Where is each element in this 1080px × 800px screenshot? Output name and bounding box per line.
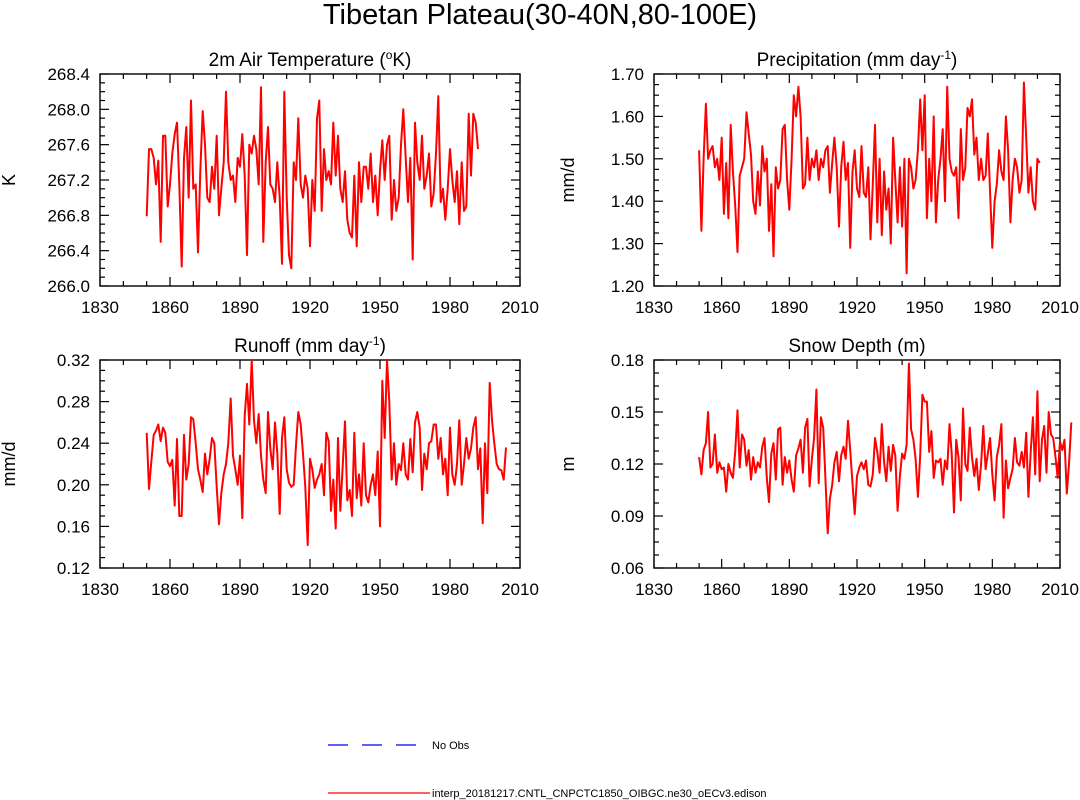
y-tick-label: 268.0 (47, 100, 90, 119)
x-tick-label: 1980 (973, 580, 1011, 599)
y-tick-label: 0.15 (611, 403, 644, 422)
y-tick-label: 0.32 (57, 351, 90, 370)
y-axis-label: mm/d (0, 442, 19, 487)
panel-title: Runoff (mm day-1) (234, 334, 386, 357)
y-tick-label: 266.4 (47, 242, 90, 261)
x-tick-label: 1830 (81, 298, 119, 317)
panel-title: Snow Depth (m) (788, 336, 925, 357)
panel-title: Precipitation (mm day-1) (757, 48, 958, 71)
panel-2: Precipitation (mm day-1) 1.20 1.30 1.40 1.50… (558, 48, 1079, 317)
y-axis-label: mm/d (558, 158, 578, 203)
x-tick-label: 1920 (291, 580, 329, 599)
panel-1: 2m Air Temperature (oK) 266.0 266.4 266.8 26… (0, 48, 539, 317)
x-tick-label: 1950 (361, 298, 399, 317)
x-tick-label: 1920 (291, 298, 329, 317)
legend: No Obs interp_20181217.CNTL_CNPCTC1850_OI… (328, 740, 766, 800)
y-axis-label: m (558, 457, 578, 472)
y-tick-label: 267.6 (47, 136, 90, 155)
x-tick-label: 1890 (770, 298, 808, 317)
x-tick-label: 2010 (501, 580, 539, 599)
x-tick-label: 1860 (703, 298, 741, 317)
x-tick-label: 1920 (838, 580, 876, 599)
y-tick-label: 267.2 (47, 171, 90, 190)
x-tick-label: 2010 (1041, 298, 1079, 317)
x-tick-label: 1980 (973, 298, 1011, 317)
series-line-cntl (698, 362, 1073, 535)
series-line-cntl (145, 86, 479, 270)
y-tick-label: 0.20 (57, 476, 90, 495)
series-line-cntl (145, 359, 507, 547)
x-tick-label: 1830 (81, 580, 119, 599)
x-tick-label: 1860 (703, 580, 741, 599)
x-tick-label: 1860 (151, 580, 189, 599)
panel-3: Runoff (mm day-1) 0.12 0.16 0.20 0.24 0.28 0.3… (0, 334, 539, 599)
plot-frame (653, 359, 1061, 569)
panel-4: Snow Depth (m) 0.06 0.09 0.12 0.15 0.18 1830 18… (558, 336, 1079, 599)
y-tick-label: 0.06 (611, 559, 644, 578)
x-tick-label: 1950 (906, 580, 944, 599)
x-tick-label: 1890 (221, 580, 259, 599)
series-line-cntl (698, 81, 1041, 275)
panel-title: 2m Air Temperature (oK) (209, 48, 412, 71)
y-tick-label: 0.12 (611, 455, 644, 474)
x-tick-label: 1920 (838, 298, 876, 317)
x-tick-label: 2010 (501, 298, 539, 317)
x-tick-label: 1950 (906, 298, 944, 317)
y-tick-label: 266.0 (47, 277, 90, 296)
y-tick-label: 1.70 (611, 65, 644, 84)
y-tick-label: 0.28 (57, 393, 90, 412)
y-tick-label: 0.16 (57, 517, 90, 536)
y-tick-label: 0.12 (57, 559, 90, 578)
legend-label-2: interp_20181217.CNTL_CNPCTC1850_OIBGC.ne… (432, 788, 766, 800)
y-axis-label: K (0, 174, 19, 186)
x-tick-label: 1980 (431, 580, 469, 599)
main-title: Tibetan Plateau(30-40N,80-100E) (323, 0, 757, 31)
x-tick-label: 1830 (635, 580, 673, 599)
x-tick-label: 1950 (361, 580, 399, 599)
y-tick-label: 0.09 (611, 507, 644, 526)
panels: 2m Air Temperature (oK) 266.0 266.4 266.8 26… (0, 48, 1079, 599)
y-tick-label: 266.8 (47, 206, 90, 225)
x-tick-label: 1830 (635, 298, 673, 317)
y-tick-label: 0.24 (57, 434, 90, 453)
legend-label-1: No Obs (432, 740, 470, 752)
y-tick-label: 1.30 (611, 235, 644, 254)
y-tick-label: 1.20 (611, 277, 644, 296)
y-tick-label: 268.4 (47, 65, 90, 84)
x-tick-label: 1890 (770, 580, 808, 599)
x-tick-label: 1890 (221, 298, 259, 317)
y-tick-label: 1.60 (611, 107, 644, 126)
x-tick-label: 1980 (431, 298, 469, 317)
x-tick-label: 1860 (151, 298, 189, 317)
y-tick-label: 1.40 (611, 192, 644, 211)
y-tick-label: 0.18 (611, 351, 644, 370)
y-tick-label: 1.50 (611, 150, 644, 169)
x-tick-label: 2010 (1041, 580, 1079, 599)
